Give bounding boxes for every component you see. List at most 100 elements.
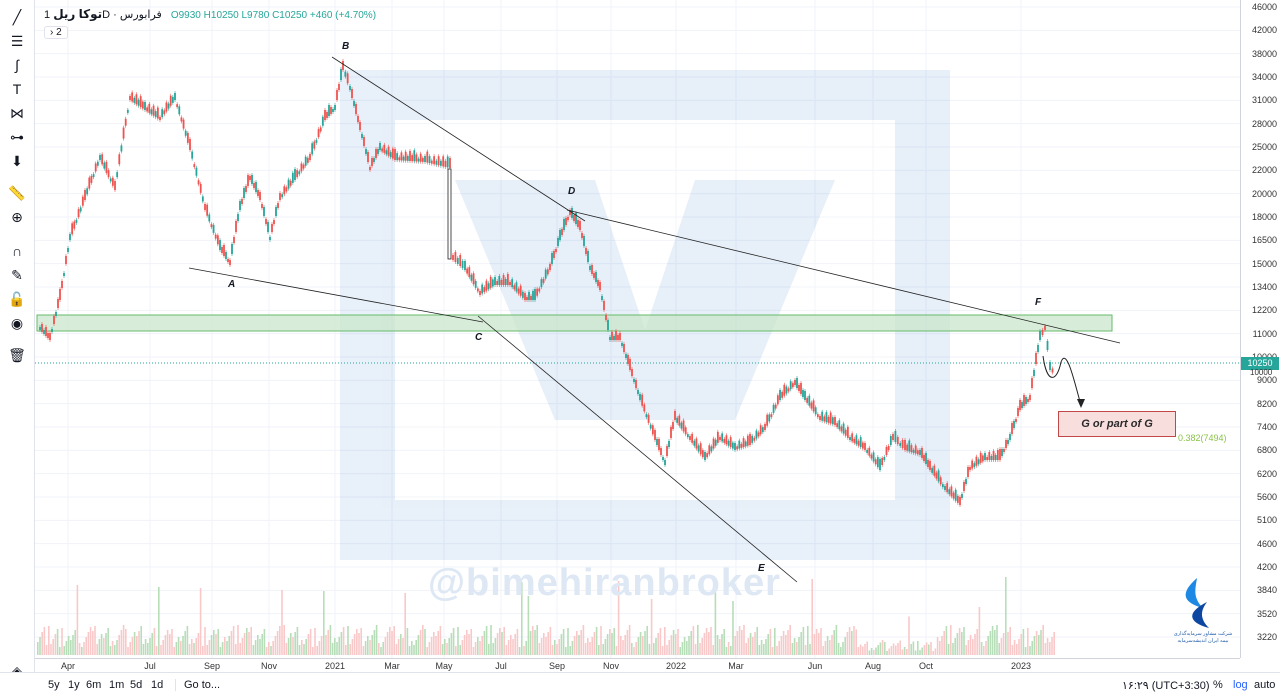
volume-bar — [63, 646, 65, 655]
volume-bar — [569, 646, 571, 655]
candle-body — [575, 213, 577, 224]
candle-body — [816, 414, 819, 418]
candle-body — [857, 440, 860, 446]
candle-body — [126, 109, 129, 113]
candle-body — [749, 434, 751, 445]
candle-body — [821, 411, 824, 421]
low-value: L9780 — [241, 10, 270, 21]
candle-body — [346, 73, 349, 84]
range-1d-button[interactable]: 1d — [151, 679, 164, 691]
candle-body — [954, 489, 957, 501]
volume-bar — [48, 626, 50, 655]
wave-label-a: A — [228, 279, 236, 290]
support-zone[interactable] — [36, 314, 1113, 332]
trendline-icon[interactable]: ╱ — [12, 8, 22, 25]
candle-body — [1044, 326, 1046, 330]
volume-bar — [81, 647, 83, 655]
text-icon[interactable]: T — [12, 81, 22, 97]
volume-bar — [131, 637, 134, 655]
brush-icon[interactable]: ∫ — [15, 57, 19, 73]
candle-body — [131, 92, 134, 102]
indicator-collapse-button[interactable]: › 2 — [44, 26, 68, 39]
volume-bar — [133, 632, 136, 655]
arrow-down-icon[interactable]: ⬇ — [11, 152, 23, 169]
candle-body — [363, 137, 365, 146]
candle-body — [485, 280, 488, 291]
projection-arrow[interactable] — [1042, 355, 1082, 406]
volume-bar — [457, 627, 459, 655]
magnet-icon[interactable]: ∩ — [11, 243, 23, 259]
candle-body — [146, 107, 149, 112]
price-axis[interactable]: 46000 42000 38000 34000 31000 28000 25000 22000… — [1240, 0, 1280, 658]
range-5y-button[interactable]: 5y — [48, 679, 60, 691]
volume-bar — [754, 632, 756, 655]
trash-icon[interactable]: 🗑 — [8, 346, 26, 363]
time-tick-label: Jul — [144, 661, 156, 671]
candle-body — [521, 291, 524, 298]
layers-icon[interactable]: ◈ — [11, 662, 23, 679]
goto-button[interactable]: Go to... — [175, 679, 220, 691]
volume-bar — [782, 631, 785, 655]
volume-bar — [873, 650, 875, 655]
zoom-icon[interactable]: ⊕ — [11, 208, 23, 225]
volume-bar — [980, 642, 983, 655]
volume-bar — [956, 633, 959, 655]
lock-icon[interactable]: 🔓 — [8, 290, 26, 307]
candle-body — [910, 445, 913, 453]
volume-bar — [512, 639, 514, 655]
volume-bar — [292, 637, 294, 655]
range-5d-button[interactable]: 5d — [130, 679, 143, 691]
pattern-icon[interactable]: ⋈ — [10, 104, 24, 121]
trendline-c-e[interactable] — [477, 315, 798, 583]
candle-body — [449, 158, 451, 168]
trendline-b-d[interactable] — [331, 56, 586, 222]
volume-bar — [1005, 577, 1007, 655]
volume-bar — [138, 631, 140, 655]
eye-icon[interactable]: ◉ — [10, 314, 24, 331]
log-toggle[interactable]: log — [1233, 679, 1248, 691]
broker-logo-text: شرکت مشاور سرمایه‌گذاری بیمه ایران اندیش… — [1168, 631, 1238, 645]
drawing-toolbar: ╱ ☰ ∫ T ⋈ ⊶ ⬇ 📏 ⊕ ∩ ✎ 🔓 ◉ 🗑 ◈ — [0, 0, 35, 697]
broker-logo-line-2: بیمه ایران اندیشه‌سرمایه — [1177, 638, 1229, 644]
candle-body — [664, 460, 666, 465]
volume-bar — [741, 630, 743, 655]
candle-body — [524, 293, 526, 300]
measure-icon[interactable]: ⊶ — [10, 128, 24, 145]
price-chart[interactable] — [35, 0, 1240, 658]
range-1y-button[interactable]: 1y — [68, 679, 80, 691]
candle-body — [197, 180, 200, 185]
trendline-a-c[interactable] — [188, 267, 484, 323]
candle-body — [742, 438, 745, 448]
price-tick-label: 3840 — [1256, 585, 1277, 596]
auto-toggle[interactable]: auto — [1254, 679, 1276, 691]
ruler-icon[interactable]: 📏 — [8, 184, 26, 201]
candle-body — [804, 391, 806, 400]
trendlines[interactable] — [188, 56, 1121, 583]
candle-body — [842, 423, 845, 434]
candle-body — [693, 440, 696, 446]
volume-bar — [336, 642, 338, 655]
range-6m-button[interactable]: 6m — [86, 679, 102, 691]
volume-bar — [1046, 638, 1049, 655]
volume-bar — [778, 641, 780, 655]
range-1m-button[interactable]: 1m — [109, 679, 125, 691]
volume-bar — [972, 639, 974, 655]
percent-toggle[interactable]: % — [1213, 679, 1223, 691]
symbol-name[interactable]: توکا ریل — [53, 7, 103, 21]
timezone-label[interactable]: ۱۶:۲۹ (UTC+3:30) — [1122, 680, 1210, 692]
interval-label[interactable]: 1D — [44, 9, 111, 21]
volume-bar — [587, 638, 589, 655]
fib-icon[interactable]: ☰ — [10, 32, 24, 49]
volume-bar — [881, 640, 884, 655]
lock-draw-icon[interactable]: ✎ — [11, 266, 23, 283]
volume-bar — [210, 635, 213, 655]
volume-bar — [217, 629, 219, 655]
volume-bar — [666, 645, 668, 655]
volume-bar — [835, 625, 838, 655]
trendline-d-f[interactable] — [566, 209, 1121, 344]
g-annotation-box[interactable]: G or part of G — [1058, 411, 1176, 437]
volume-bar — [120, 630, 123, 655]
time-axis[interactable]: Apr Jul Sep Nov 2021 Mar May Jul Sep Nov 2022 Mar Ju… — [35, 658, 1240, 673]
volume-bar — [283, 625, 285, 655]
candle-body — [182, 119, 185, 129]
